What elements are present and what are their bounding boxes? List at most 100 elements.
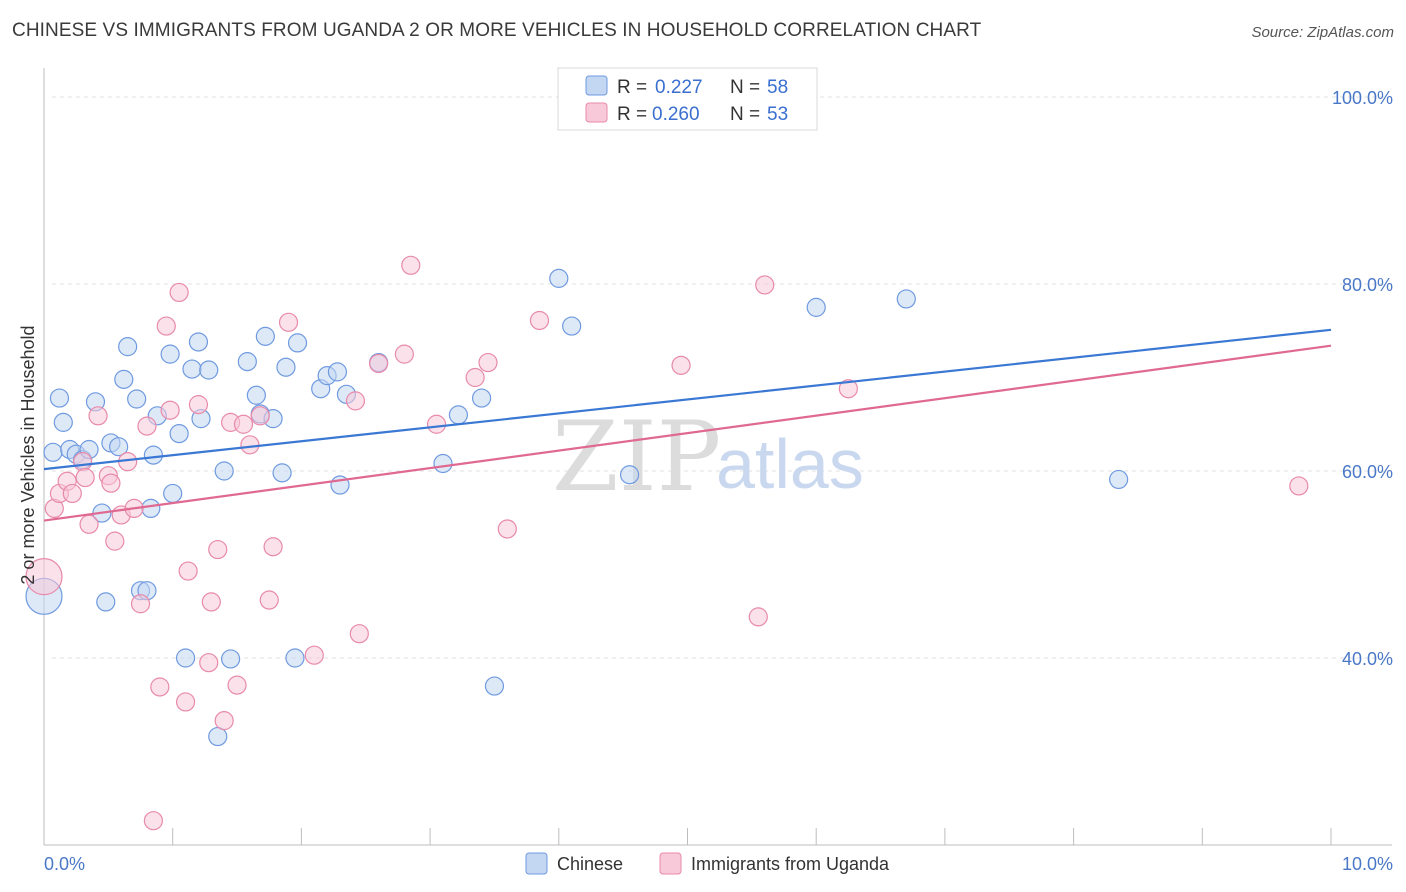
- legend-swatch-chinese: [585, 75, 608, 96]
- point-chinese-43: [327, 362, 348, 382]
- point-chinese-49: [471, 388, 492, 408]
- legend-top: R = 0.227 N = 58 R = 0.260 N = 53: [557, 67, 818, 131]
- point-chinese-18: [141, 498, 161, 518]
- bottom-legend-swatch-chinese: [525, 852, 548, 875]
- point-chinese-52: [562, 316, 582, 336]
- point-chinese-30: [214, 461, 234, 481]
- point-uganda-37: [304, 645, 324, 665]
- bottom-legend-label-chinese: Chinese: [557, 854, 623, 874]
- point-chinese-15: [127, 389, 147, 409]
- point-chinese-10: [96, 592, 116, 612]
- point-uganda-4: [62, 483, 82, 504]
- point-uganda-49: [748, 607, 768, 627]
- point-uganda-11: [105, 531, 125, 551]
- legend-r-value-uganda: 0.260: [652, 104, 700, 125]
- point-uganda-50: [755, 275, 775, 295]
- point-uganda-39: [349, 624, 369, 644]
- point-uganda-23: [178, 561, 198, 581]
- y-tick-labels: 40.0% 60.0% 80.0% 100.0%: [1332, 88, 1393, 669]
- point-chinese-19: [143, 445, 163, 465]
- point-chinese-48: [448, 405, 469, 425]
- watermark-atlas: atlas: [716, 425, 864, 503]
- point-uganda-28: [214, 711, 234, 731]
- point-chinese-38: [276, 357, 296, 377]
- trend-lines: [43, 328, 1332, 522]
- y-tick-label-40: 40.0%: [1342, 649, 1393, 669]
- point-chinese-33: [246, 385, 266, 405]
- point-chinese-23: [169, 424, 189, 444]
- point-uganda-5: [73, 452, 93, 472]
- point-chinese-55: [896, 289, 916, 309]
- point-chinese-28: [199, 360, 219, 380]
- trend-line-uganda: [43, 344, 1332, 522]
- point-uganda-19: [156, 316, 176, 336]
- point-uganda-41: [394, 344, 414, 364]
- point-chinese-26: [188, 332, 209, 352]
- point-uganda-48: [671, 355, 691, 375]
- legend-n-label-uganda: N =: [730, 104, 760, 125]
- y-tick-label-80: 80.0%: [1342, 275, 1393, 295]
- chart-title: CHINESE VS IMMIGRANTS FROM UGANDA 2 OR M…: [12, 20, 982, 41]
- point-uganda-24: [188, 395, 209, 415]
- point-uganda-35: [263, 537, 283, 557]
- point-uganda-16: [137, 416, 157, 436]
- point-uganda-33: [250, 406, 270, 426]
- point-chinese-2: [49, 388, 70, 408]
- point-uganda-15: [130, 594, 151, 614]
- point-uganda-25: [199, 653, 219, 673]
- point-uganda-40: [369, 353, 389, 374]
- point-chinese-53: [619, 465, 640, 485]
- point-chinese-54: [806, 297, 826, 317]
- point-chinese-1: [43, 442, 63, 462]
- source-credit: Source: ZipAtlas.com: [1251, 24, 1394, 41]
- trend-line-chinese: [43, 328, 1332, 471]
- y-axis-label: 2 or more Vehicles in Household: [18, 325, 38, 584]
- point-chinese-51: [549, 268, 569, 288]
- point-uganda-52: [1289, 476, 1309, 496]
- point-chinese-22: [163, 483, 183, 504]
- point-chinese-40: [287, 333, 308, 353]
- point-uganda-38: [345, 391, 366, 411]
- point-uganda-26: [201, 592, 221, 612]
- point-uganda-21: [169, 282, 189, 303]
- grid: [52, 96, 1392, 659]
- legend-n-value-chinese: 58: [767, 77, 788, 98]
- point-chinese-31: [221, 649, 241, 669]
- point-chinese-35: [255, 326, 275, 346]
- point-chinese-47: [433, 453, 453, 474]
- y-tick-label-100: 100.0%: [1332, 88, 1393, 108]
- point-uganda-8: [88, 406, 108, 426]
- point-uganda-51: [838, 379, 858, 399]
- legend-r-value-chinese: 0.227: [655, 77, 703, 98]
- point-chinese-25: [182, 359, 202, 379]
- x-tick-labels: 0.0% 10.0%: [44, 854, 1393, 874]
- point-chinese-37: [272, 463, 292, 483]
- point-uganda-27: [208, 539, 228, 560]
- point-chinese-3: [53, 412, 73, 432]
- legend-n-value-uganda: 53: [767, 104, 788, 125]
- point-uganda-31: [233, 414, 254, 434]
- point-chinese-24: [175, 648, 196, 668]
- bottom-legend-swatch-uganda: [659, 852, 682, 875]
- y-tick-label-60: 60.0%: [1342, 462, 1393, 482]
- point-uganda-42: [401, 255, 421, 275]
- legend-n-label-chinese: N =: [730, 77, 760, 98]
- point-chinese-56: [1109, 469, 1129, 490]
- point-uganda-46: [497, 519, 517, 539]
- points-layer: [25, 255, 1309, 831]
- point-uganda-22: [175, 692, 196, 712]
- legend-swatch-uganda: [585, 102, 608, 123]
- point-uganda-30: [227, 675, 247, 695]
- point-chinese-21: [160, 344, 180, 364]
- legend-r-label-chinese: R =: [617, 77, 647, 98]
- point-chinese-13: [114, 369, 134, 389]
- point-chinese-32: [237, 352, 257, 372]
- point-uganda-7: [79, 514, 99, 534]
- point-uganda-43: [426, 414, 447, 434]
- point-uganda-0: [25, 558, 63, 596]
- point-uganda-20: [160, 400, 180, 420]
- point-uganda-45: [478, 352, 498, 373]
- axes: [43, 68, 1392, 846]
- point-uganda-36: [278, 312, 299, 332]
